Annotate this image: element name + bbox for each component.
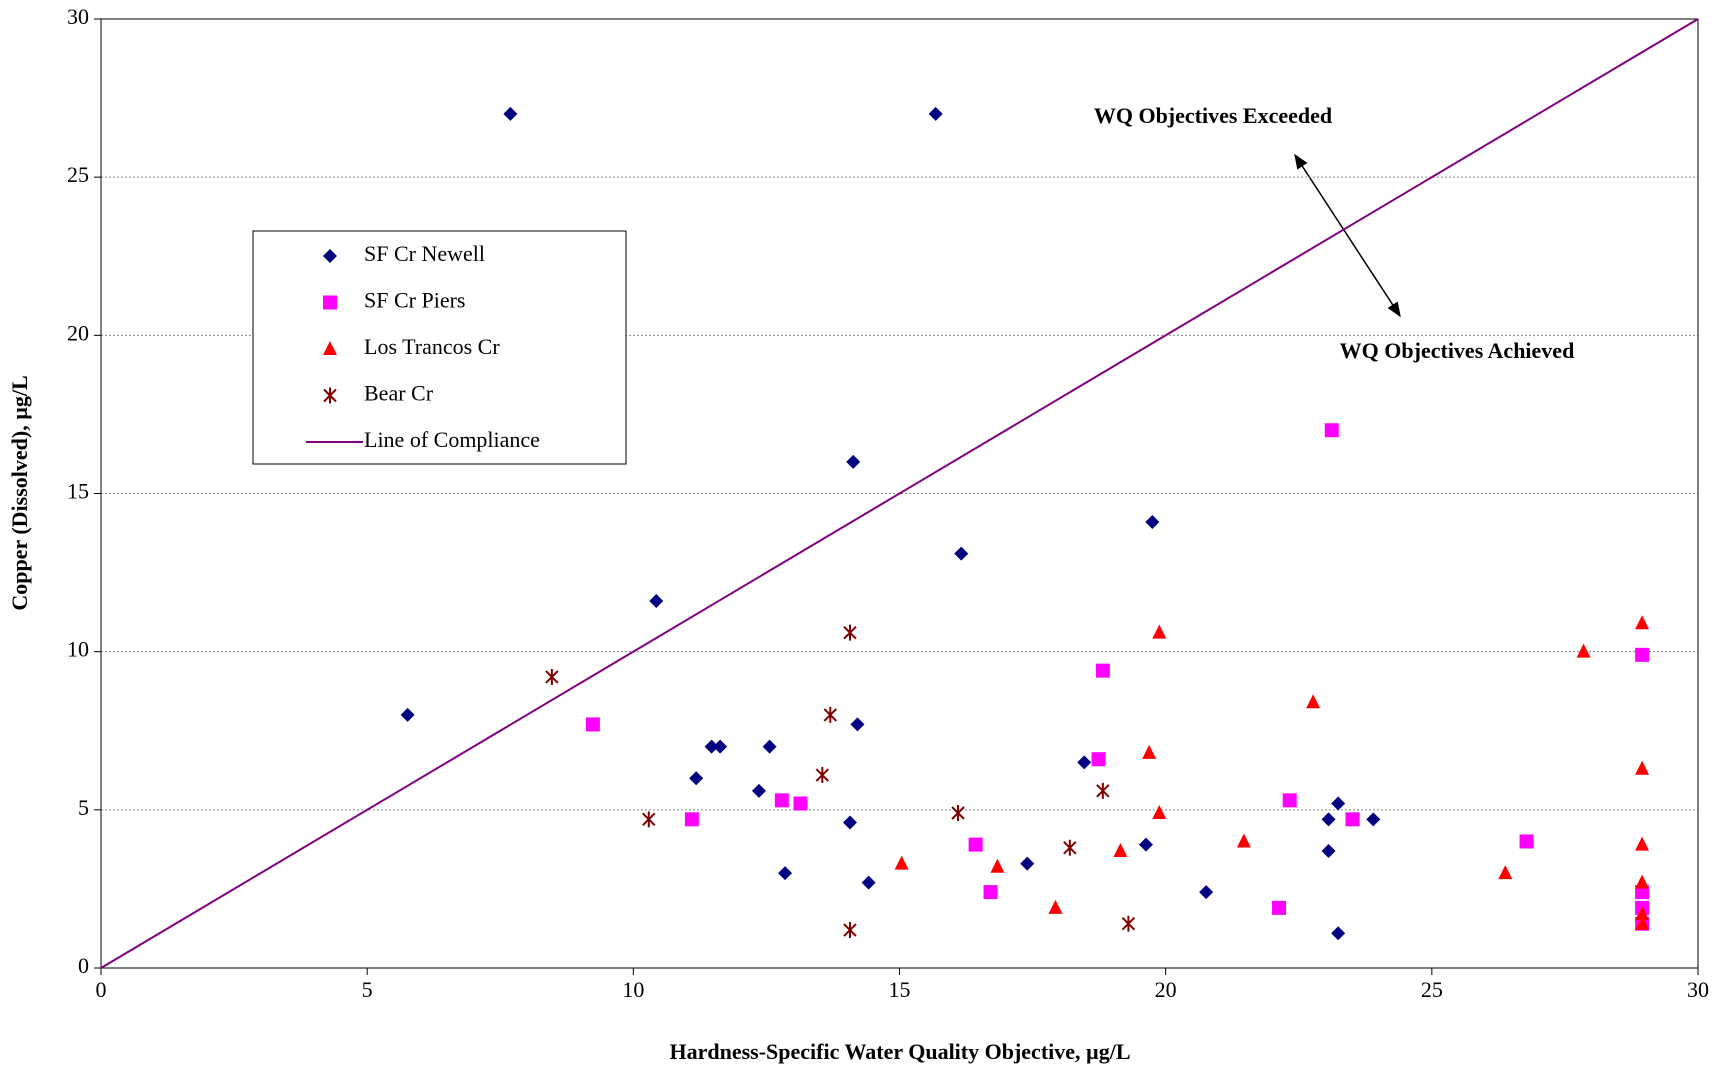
triangle-point — [1306, 694, 1321, 709]
triangle-point — [1048, 899, 1063, 914]
legend-marker — [323, 249, 337, 263]
annotation: WQ Objectives Achieved — [1340, 338, 1575, 363]
asterisk-point — [951, 804, 965, 821]
square-point — [983, 885, 998, 900]
legend-label: SF Cr Newell — [364, 241, 485, 266]
asterisk-point — [1121, 915, 1136, 932]
triangle-point — [1635, 906, 1650, 921]
diamond-point — [928, 106, 943, 121]
diamond-point — [503, 106, 518, 121]
legend-label: Bear Cr — [364, 381, 434, 406]
arrow — [1294, 153, 1401, 318]
triangle-point — [1635, 836, 1650, 851]
square-point — [1635, 647, 1650, 662]
diamond-point — [1020, 856, 1035, 871]
square-point — [1324, 423, 1339, 438]
legend-marker — [323, 387, 337, 404]
diamond-point — [704, 739, 719, 754]
plot-frame — [100, 18, 1699, 969]
triangle-point — [1236, 833, 1251, 848]
triangle-point — [1152, 624, 1167, 639]
x-axis-title: Hardness-Specific Water Quality Objectiv… — [670, 1039, 1131, 1064]
x-tick-label: 0 — [96, 977, 107, 1002]
diamond-point — [751, 783, 766, 798]
diamond-point — [1138, 837, 1153, 852]
diamond-point — [850, 717, 865, 732]
x-tick-label: 20 — [1155, 977, 1177, 1002]
diamond-point — [1321, 812, 1336, 827]
triangle-point — [1635, 760, 1650, 775]
triangle-point — [1576, 643, 1591, 658]
triangle-point — [1635, 874, 1650, 889]
diamond-point — [1331, 796, 1346, 811]
triangle-point — [1152, 804, 1167, 819]
asterisk-point — [843, 922, 857, 939]
square-point — [585, 717, 600, 732]
asterisk-point — [1096, 782, 1110, 799]
triangle-point — [1113, 842, 1128, 857]
square-point — [1282, 793, 1297, 808]
diamond-point — [1321, 843, 1336, 858]
square-point — [1091, 752, 1106, 767]
x-tick-label: 30 — [1687, 977, 1709, 1002]
diamond-point — [1366, 812, 1381, 827]
y-tick-label: 10 — [67, 637, 89, 662]
triangle-point — [894, 855, 909, 870]
diamond-point — [842, 815, 857, 830]
triangle-point — [1635, 615, 1650, 630]
square-point — [774, 793, 789, 808]
diamond-point — [1331, 926, 1346, 941]
compliance-line — [100, 18, 1699, 969]
diamond-point — [400, 707, 415, 722]
legend-label: Los Trancos Cr — [364, 334, 500, 359]
asterisk-point — [642, 811, 656, 828]
asterisk-point — [545, 668, 559, 685]
legend-marker — [323, 341, 337, 355]
diamond-point — [861, 875, 876, 890]
y-tick-label: 25 — [67, 162, 89, 187]
x-tick-label: 25 — [1421, 977, 1443, 1002]
y-tick-label: 0 — [78, 953, 89, 978]
asterisk-point — [1063, 839, 1077, 856]
diamond-point — [846, 454, 861, 469]
square-point — [793, 796, 808, 811]
annotation: WQ Objectives Exceeded — [1094, 103, 1332, 128]
legend-label: Line of Compliance — [364, 427, 540, 452]
triangle-point — [1142, 744, 1157, 759]
square-point — [1345, 812, 1360, 827]
asterisk-point — [843, 624, 857, 641]
diamond-point — [954, 546, 969, 561]
diamond-point — [1077, 755, 1092, 770]
y-axis-title: Copper (Dissolved), µg/L — [7, 375, 32, 610]
diamond-point — [1145, 514, 1160, 529]
square-point — [1095, 663, 1110, 678]
x-tick-label: 10 — [622, 977, 644, 1002]
diamond-point — [1199, 885, 1214, 900]
asterisk-point — [823, 706, 838, 723]
y-tick-label: 30 — [67, 4, 89, 29]
square-point — [1519, 834, 1534, 849]
diamond-point — [649, 594, 664, 609]
legend-marker — [323, 295, 337, 310]
legend-label: SF Cr Piers — [364, 288, 465, 313]
square-point — [1272, 900, 1287, 915]
y-tick-label: 15 — [67, 479, 89, 504]
x-tick-label: 15 — [889, 977, 911, 1002]
square-point — [684, 812, 699, 827]
asterisk-point — [815, 767, 830, 784]
y-tick-label: 5 — [78, 795, 89, 820]
x-tick-label: 5 — [362, 977, 373, 1002]
triangle-point — [1498, 865, 1513, 880]
square-point — [968, 837, 983, 852]
diamond-point — [778, 866, 793, 881]
triangle-point — [1635, 915, 1650, 930]
diamond-point — [689, 771, 704, 786]
legend-box — [252, 230, 627, 465]
triangle-point — [990, 858, 1005, 873]
y-tick-label: 20 — [67, 320, 89, 345]
diamond-point — [713, 739, 728, 754]
diamond-point — [762, 739, 777, 754]
